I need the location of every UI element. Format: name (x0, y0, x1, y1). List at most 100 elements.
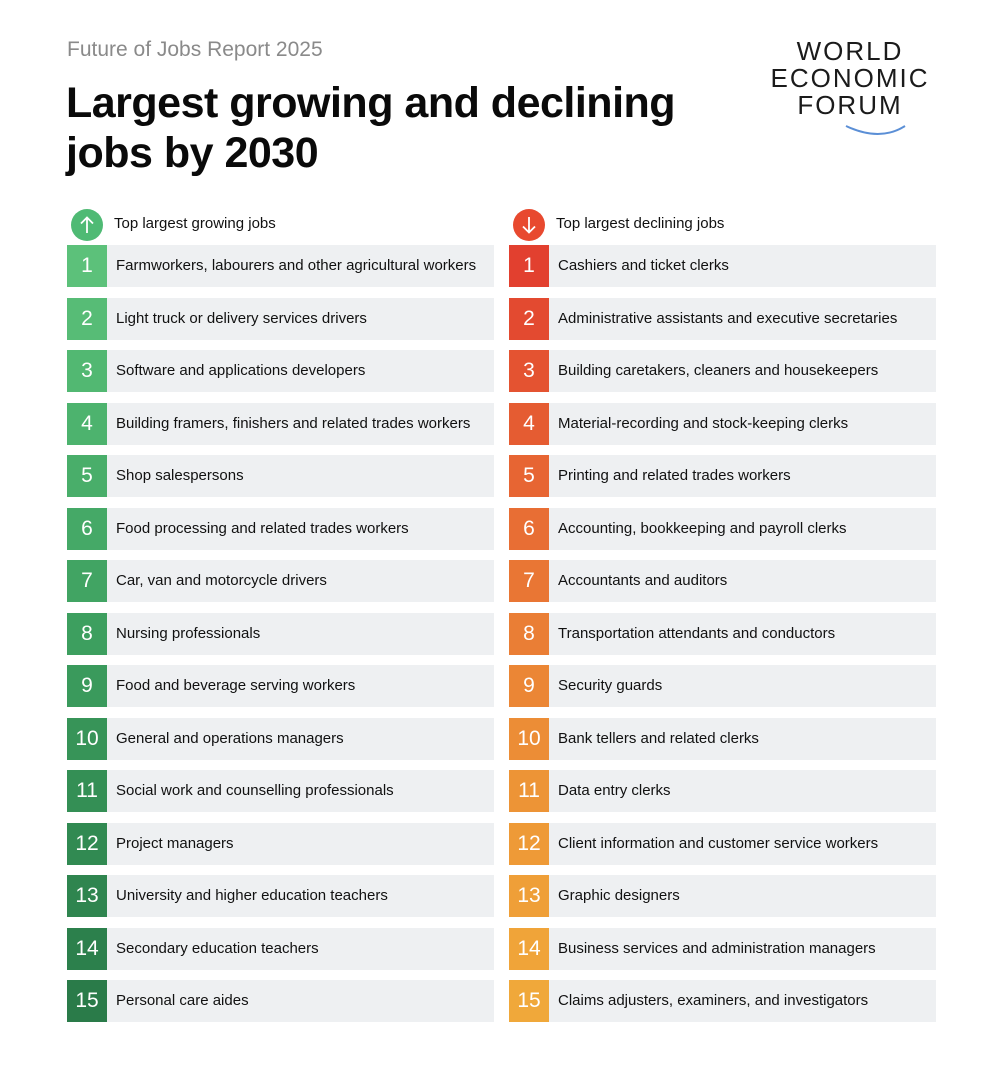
declining-jobs-heading: Top largest declining jobs (556, 215, 725, 232)
declining-rank-badge: 13 (509, 875, 549, 917)
logo-line-2: ECONOMIC (770, 63, 930, 93)
growing-job-row: 11 Social work and counselling profession… (67, 770, 494, 812)
declining-rank-badge: 12 (509, 822, 549, 865)
declining-rank-badge: 2 (509, 297, 549, 340)
declining-job-label: Graphic designers (558, 887, 680, 904)
declining-rank-badge: 6 (509, 507, 549, 550)
growing-rank-badge: 9 (67, 665, 107, 707)
growing-job-row: 5 Shop salespersons (67, 455, 494, 497)
growing-job-label: Project managers (116, 834, 234, 852)
growing-jobs-column: Top largest growing jobs 1 Farmworkers, l… (67, 205, 494, 1033)
growing-job-label: Secondary education teachers (116, 939, 319, 957)
declining-job-label: Cashiers and ticket clerks (558, 257, 729, 274)
declining-job-label: Material-recording and stock-keeping cle… (558, 414, 849, 432)
declining-job-label: Accounting, bookkeeping and payroll cler… (558, 519, 847, 537)
declining-rank-badge: 9 (509, 665, 549, 707)
growing-rank-badge: 8 (67, 612, 107, 655)
declining-job-row: 8 Transportation attendants and conductor… (509, 612, 936, 655)
declining-job-label: Administrative assistants and executive … (558, 309, 898, 327)
growing-job-row: 1 Farmworkers, labourers and other agricu… (67, 245, 494, 287)
declining-job-row: 3 Building caretakers, cleaners and house… (509, 350, 936, 392)
growing-rank-badge: 3 (67, 350, 107, 392)
declining-job-row: 9 Security guards (509, 665, 936, 707)
growing-rank-badge: 6 (67, 507, 107, 550)
declining-rank-badge: 7 (509, 560, 549, 602)
declining-job-label: Building caretakers, cleaners and housek… (558, 362, 879, 379)
growing-job-label: Building framers, finishers and related … (116, 414, 471, 432)
declining-job-row: 12 Client information and customer servic… (509, 822, 936, 865)
declining-job-row: 15 Claims adjusters, examiners, and inves… (509, 980, 936, 1022)
growing-jobs-list: 1 Farmworkers, labourers and other agricu… (67, 245, 494, 1022)
growing-jobs-heading: Top largest growing jobs (114, 215, 276, 232)
declining-rank-badge: 4 (509, 402, 549, 445)
growing-job-label: Light truck or delivery services drivers (116, 309, 367, 327)
declining-job-label: Accountants and auditors (558, 572, 728, 589)
declining-job-label: Printing and related trades workers (558, 467, 791, 484)
declining-rank-badge: 14 (509, 927, 549, 970)
declining-rank-badge: 8 (509, 612, 549, 655)
report-subtitle: Future of Jobs Report 2025 (67, 38, 323, 61)
growing-job-row: 3 Software and applications developers (67, 350, 494, 392)
wef-logo: WORLD ECONOMIC FORUM (750, 30, 950, 145)
declining-rank-badge: 1 (509, 245, 549, 287)
declining-job-row: 7 Accountants and auditors (509, 560, 936, 602)
declining-rank-badge: 11 (509, 770, 549, 812)
growing-job-row: 2 Light truck or delivery services driver… (67, 297, 494, 340)
growing-job-label: University and higher education teachers (116, 887, 388, 904)
page-title: Largest growing and declining jobs by 20… (66, 79, 676, 177)
logo-line-3: FORUM (797, 90, 903, 120)
declining-job-label: Transportation attendants and conductors (558, 624, 836, 642)
declining-job-row: 2 Administrative assistants and executive… (509, 297, 936, 340)
growing-job-row: 13 University and higher education teache… (67, 875, 494, 917)
growing-rank-badge: 12 (67, 822, 107, 865)
declining-job-label: Client information and customer service … (558, 834, 879, 852)
growing-rank-badge: 13 (67, 875, 107, 917)
declining-job-label: Data entry clerks (558, 782, 671, 799)
declining-jobs-column: Top largest declining jobs 1 Cashiers and… (509, 205, 936, 1033)
arrow-up-icon (71, 209, 103, 241)
growing-rank-badge: 15 (67, 980, 107, 1022)
growing-job-row: 4 Building framers, finishers and related… (67, 402, 494, 445)
growing-job-label: Farmworkers, labourers and other agricul… (116, 257, 477, 274)
declining-job-row: 4 Material-recording and stock-keeping cl… (509, 402, 936, 445)
growing-job-label: Shop salespersons (116, 467, 244, 484)
declining-rank-badge: 15 (509, 980, 549, 1022)
growing-job-label: Food and beverage serving workers (116, 677, 356, 694)
growing-job-label: Social work and counselling professional… (116, 782, 394, 799)
declining-job-label: Security guards (558, 677, 663, 694)
growing-job-row: 9 Food and beverage serving workers (67, 665, 494, 707)
growing-rank-badge: 1 (67, 245, 107, 287)
growing-rank-badge: 11 (67, 770, 107, 812)
growing-rank-badge: 10 (67, 717, 107, 760)
declining-job-row: 5 Printing and related trades workers (509, 455, 936, 497)
declining-job-label: Claims adjusters, examiners, and investi… (558, 992, 869, 1009)
growing-job-row: 7 Car, van and motorcycle drivers (67, 560, 494, 602)
growing-job-row: 15 Personal care aides (67, 980, 494, 1022)
growing-job-row: 14 Secondary education teachers (67, 927, 494, 970)
growing-job-label: Software and applications developers (116, 362, 366, 379)
arrow-down-icon (513, 209, 545, 241)
declining-job-row: 10 Bank tellers and related clerks (509, 717, 936, 760)
growing-job-label: Car, van and motorcycle drivers (116, 572, 327, 589)
declining-rank-badge: 3 (509, 350, 549, 392)
declining-job-label: Bank tellers and related clerks (558, 729, 759, 747)
declining-rank-badge: 10 (509, 717, 549, 760)
growing-job-row: 10 General and operations managers (67, 717, 494, 760)
growing-jobs-header: Top largest growing jobs (67, 205, 494, 245)
declining-jobs-header: Top largest declining jobs (509, 205, 936, 245)
declining-jobs-list: 1 Cashiers and ticket clerks 2 Administrati… (509, 245, 936, 1022)
growing-rank-badge: 14 (67, 927, 107, 970)
growing-job-label: Food processing and related trades worke… (116, 519, 409, 537)
declining-job-row: 14 Business services and administration m… (509, 927, 936, 970)
declining-job-row: 1 Cashiers and ticket clerks (509, 245, 936, 287)
growing-rank-badge: 7 (67, 560, 107, 602)
declining-job-label: Business services and administration man… (558, 939, 876, 957)
growing-rank-badge: 2 (67, 297, 107, 340)
logo-line-1: WORLD (796, 36, 904, 66)
logo-arc (845, 125, 906, 135)
declining-rank-badge: 5 (509, 455, 549, 497)
growing-rank-badge: 4 (67, 402, 107, 445)
declining-job-row: 13 Graphic designers (509, 875, 936, 917)
growing-job-row: 8 Nursing professionals (67, 612, 494, 655)
growing-job-row: 12 Project managers (67, 822, 494, 865)
